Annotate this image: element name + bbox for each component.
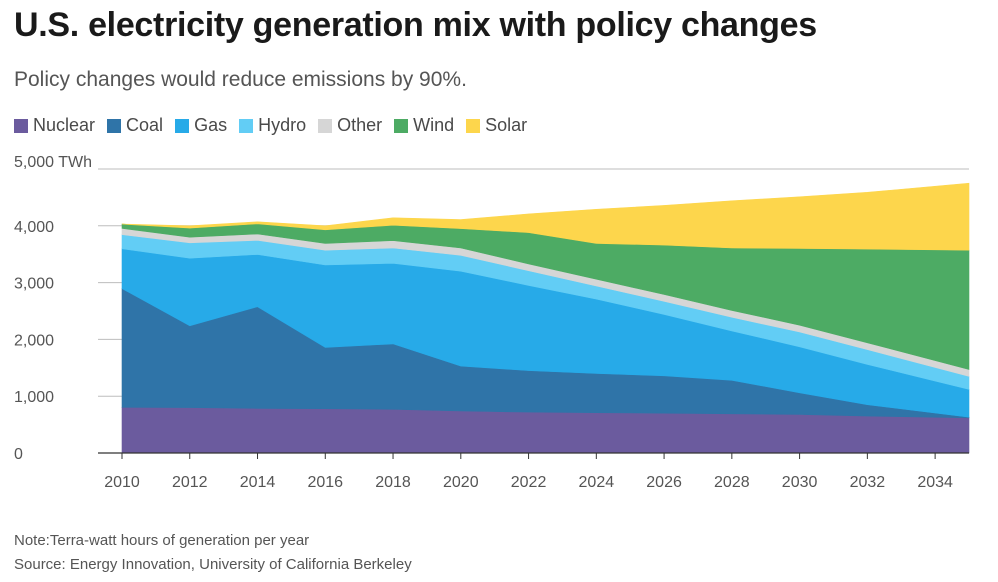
x-tick-label-2014: 2014 [240,474,276,491]
legend: Nuclear Coal Gas Hydro Other Wind Solar [14,115,539,136]
legend-swatch-hydro [239,118,254,133]
legend-label-solar: Solar [485,115,528,135]
x-tick-label-2034: 2034 [917,474,953,491]
legend-label-other: Other [337,115,383,135]
legend-label-wind: Wind [413,115,455,135]
legend-label-nuclear: Nuclear [33,115,96,135]
legend-swatch-gas [175,118,190,133]
x-tick-label-2028: 2028 [714,474,750,491]
x-tick-label-2022: 2022 [511,474,547,491]
legend-label-coal: Coal [126,115,164,135]
x-tick-label-2024: 2024 [579,474,615,491]
x-tick-label-2032: 2032 [850,474,886,491]
legend-swatch-solar [466,118,481,133]
area-layer [121,182,970,454]
legend-item-nuclear: Nuclear [14,115,95,136]
legend-swatch-wind [394,118,409,133]
y-tick-label-3000: 3,000 [14,276,54,293]
legend-swatch-nuclear [14,118,28,133]
chart-title: U.S. electricity generation mix with pol… [14,6,817,44]
legend-item-wind: Wind [394,115,454,136]
legend-item-gas: Gas [175,115,227,136]
x-tick-label-2020: 2020 [443,474,479,491]
y-tick-label-0: 0 [14,446,23,463]
footnote: Note:Terra-watt hours of generation per … [14,532,310,549]
legend-label-hydro: Hydro [258,115,307,135]
legend-swatch-other [318,118,333,133]
y-tick-label-4000: 4,000 [14,219,54,236]
chart-subtitle: Policy changes would reduce emissions by… [14,68,467,91]
legend-swatch-coal [107,118,122,133]
y-tick-label-5000: 5,000 TWh [14,154,92,171]
x-tick-label-2012: 2012 [172,474,208,491]
legend-label-gas: Gas [194,115,228,135]
axis-layer: 0 1,000 2,000 3,000 4,000 5,000 TWh 2010 2012 20… [14,154,969,491]
x-tick-label-2026: 2026 [646,474,682,491]
area-solar [121,182,970,251]
legend-item-coal: Coal [107,115,163,136]
legend-item-solar: Solar [466,115,527,136]
x-tick-label-2030: 2030 [782,474,818,491]
legend-item-hydro: Hydro [239,115,306,136]
legend-item-other: Other [318,115,382,136]
source-note: Source: Energy Innovation, University of… [14,556,412,573]
y-tick-label-1000: 1,000 [14,389,54,406]
x-tick-label-2016: 2016 [307,474,343,491]
x-tick-label-2018: 2018 [375,474,411,491]
x-tick-label-2010: 2010 [104,474,140,491]
y-tick-label-2000: 2,000 [14,332,54,349]
